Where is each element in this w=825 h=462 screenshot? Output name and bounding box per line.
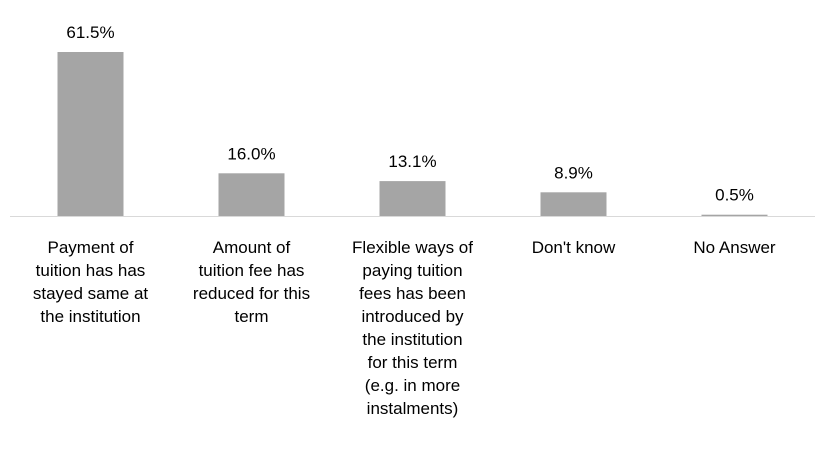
bar-1 (57, 52, 124, 216)
category-label-line: No Answer (693, 238, 776, 257)
value-label-4: 8.9% (554, 163, 593, 182)
category-label-line: the institution (362, 330, 462, 349)
category-label-line: stayed same at (33, 284, 149, 303)
category-label-line: tuition fee has (199, 261, 305, 280)
category-label-line: reduced for this (193, 284, 310, 303)
category-labels-layer: Payment of tuition has has stayed same at t… (33, 238, 776, 418)
category-label-line: for this term (368, 353, 458, 372)
bar-4 (540, 192, 607, 216)
category-label-line: instalments) (367, 399, 459, 418)
bars-layer (57, 52, 768, 216)
category-label-line: fees has been (359, 284, 466, 303)
value-label-5: 0.5% (715, 186, 754, 205)
category-label-line: Payment of (48, 238, 134, 257)
category-label-line: Don't know (532, 238, 616, 257)
category-label-1: Payment of tuition has has stayed same at t… (33, 238, 149, 326)
category-label-3: Flexible ways of paying tuition fees has b… (352, 238, 473, 418)
category-label-2: Amount of tuition fee has reduced for this… (193, 238, 310, 326)
category-label-line: the institution (40, 307, 140, 326)
category-label-5: No Answer (693, 238, 776, 257)
category-label-line: Amount of (213, 238, 291, 257)
category-label-line: paying tuition (362, 261, 462, 280)
bar-2 (218, 173, 285, 216)
category-label-line: (e.g. in more (365, 376, 460, 395)
bar-5 (701, 214, 768, 216)
bar-3 (379, 181, 446, 216)
category-label-4: Don't know (532, 238, 616, 257)
category-label-line: introduced by (361, 307, 464, 326)
value-label-1: 61.5% (66, 23, 114, 42)
category-label-line: tuition has has (36, 261, 146, 280)
value-label-2: 16.0% (227, 144, 275, 163)
value-labels-layer: 61.5% 16.0% 13.1% 8.9% 0.5% (66, 23, 753, 205)
category-label-line: Flexible ways of (352, 238, 473, 257)
value-label-3: 13.1% (388, 152, 436, 171)
category-label-line: term (235, 307, 269, 326)
